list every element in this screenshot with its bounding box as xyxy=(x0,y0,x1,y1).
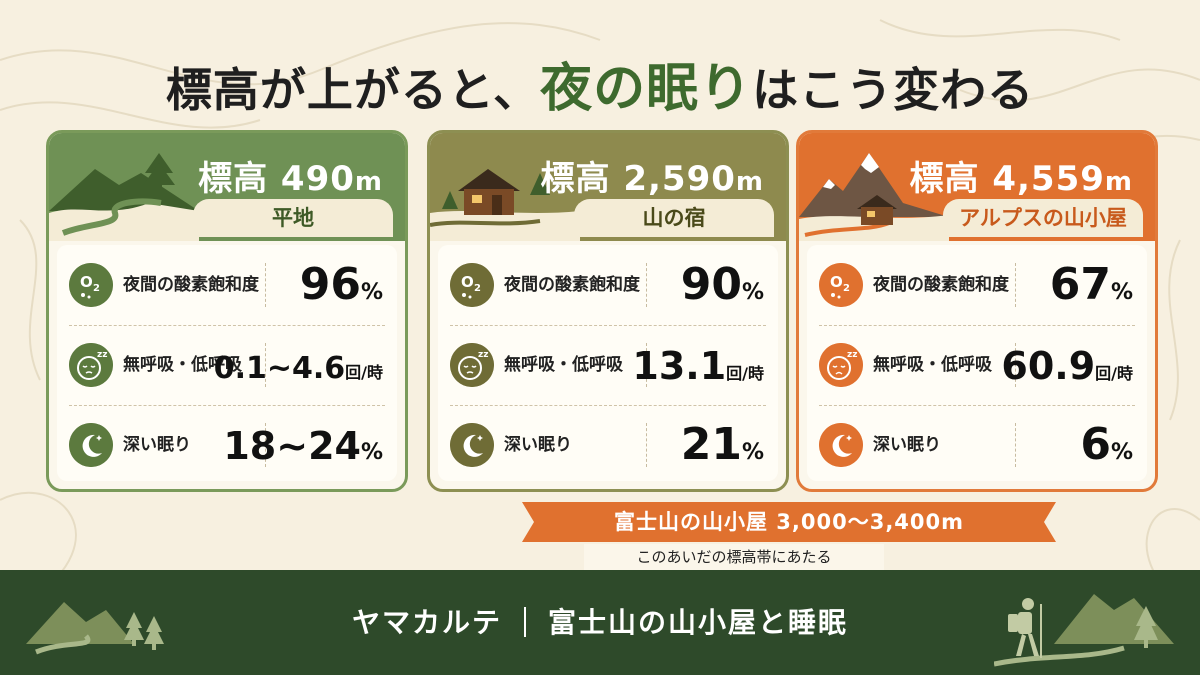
metric-label: 無呼吸・低呼吸 xyxy=(873,355,992,375)
metric-row-apnea: zz 無呼吸・低呼吸 13.1回/時 xyxy=(438,325,778,405)
divider xyxy=(646,263,647,307)
svg-text:O: O xyxy=(830,273,843,291)
metric-value: 90% xyxy=(680,259,764,310)
moon-icon xyxy=(69,423,113,467)
metric-value: 13.1回/時 xyxy=(632,344,764,388)
metric-row-deep-sleep: 深い眠り 6% xyxy=(807,405,1147,485)
svg-text:2: 2 xyxy=(93,283,100,294)
elevation-label: 標高 2,590m xyxy=(540,159,764,199)
metric-label: 無呼吸・低呼吸 xyxy=(504,355,623,375)
metric-label: 深い眠り xyxy=(123,435,191,455)
fuji-hut-banner: 富士山の山小屋 3,000～3,400m xyxy=(522,502,1056,542)
banner-text: 富士山の山小屋 3,000～3,400m xyxy=(613,510,965,534)
metric-value: 21% xyxy=(680,419,764,470)
svg-text:zz: zz xyxy=(97,350,107,360)
elevation-label: 標高 4,559m xyxy=(909,159,1133,199)
elevation-label: 標高 490m xyxy=(198,159,383,199)
card-header: 標高 490m 平地 xyxy=(49,133,405,241)
metric-value: 67% xyxy=(1049,259,1133,310)
metric-value: 0.1~4.6回/時 xyxy=(213,351,383,386)
footer-subtitle: 富士山の山小屋と睡眠 xyxy=(548,606,849,639)
mountain-hut-icon xyxy=(799,153,949,241)
divider xyxy=(1015,263,1016,307)
hill-trees-icon xyxy=(49,153,199,241)
metric-label: 無呼吸・低呼吸 xyxy=(123,355,242,375)
banner-note: このあいだの標高帯にあたる xyxy=(584,544,884,570)
svg-text:zz: zz xyxy=(847,350,857,360)
divider xyxy=(265,423,266,467)
svg-text:2: 2 xyxy=(474,283,481,294)
metric-label: 夜間の酸素飽和度 xyxy=(504,275,640,295)
metric-value: 18~24% xyxy=(223,424,383,468)
title-part1: 標高が上がると、 xyxy=(165,63,541,117)
page-title: 標高が上がると、夜の眠りはこう変わる xyxy=(0,46,1200,121)
metric-label: 深い眠り xyxy=(873,435,941,455)
svg-text:zz: zz xyxy=(478,350,488,360)
metric-value: 96% xyxy=(299,259,383,310)
moon-icon xyxy=(450,423,494,467)
moon-icon xyxy=(819,423,863,467)
sleeping-face-icon: zz xyxy=(450,343,494,387)
svg-text:2: 2 xyxy=(843,283,850,294)
metric-label: 夜間の酸素飽和度 xyxy=(873,275,1009,295)
metric-row-deep-sleep: 深い眠り 18~24% xyxy=(57,405,397,485)
svg-text:O: O xyxy=(461,273,474,291)
divider xyxy=(646,423,647,467)
brand-name: ヤマカルテ xyxy=(351,606,502,639)
divider xyxy=(265,263,266,307)
divider xyxy=(524,607,526,637)
divider xyxy=(1015,423,1016,467)
divider xyxy=(1015,343,1016,387)
svg-text:O: O xyxy=(80,273,93,291)
card-header: 標高 4,559m アルプスの山小屋 xyxy=(799,133,1155,241)
hiker-mountain-icon xyxy=(994,594,1174,667)
metric-row-apnea: zz 無呼吸・低呼吸 0.1~4.6回/時 xyxy=(57,325,397,405)
sleeping-face-icon: zz xyxy=(819,343,863,387)
sleeping-face-icon: zz xyxy=(69,343,113,387)
card-header: 標高 2,590m 山の宿 xyxy=(430,133,786,241)
metric-row-deep-sleep: 深い眠り 21% xyxy=(438,405,778,485)
divider xyxy=(646,343,647,387)
banner-ribbon xyxy=(522,502,1056,542)
title-part2: はこう変わる xyxy=(752,63,1035,117)
divider xyxy=(265,343,266,387)
location-label: 平地 xyxy=(193,199,393,237)
location-label: アルプスの山小屋 xyxy=(943,199,1143,237)
title-highlight: 夜の眠り xyxy=(540,59,753,119)
location-label: 山の宿 xyxy=(574,199,774,237)
mountain-trees-icon xyxy=(26,602,164,655)
metric-row-apnea: zz 無呼吸・低呼吸 60.9回/時 xyxy=(807,325,1147,405)
metric-label: 夜間の酸素飽和度 xyxy=(123,275,259,295)
footer-title: ヤマカルテ 富士山の山小屋と睡眠 xyxy=(0,570,1200,675)
footer: ヤマカルテ 富士山の山小屋と睡眠 xyxy=(0,570,1200,675)
cabin-icon xyxy=(430,169,580,241)
metric-value: 6% xyxy=(1080,419,1133,470)
metric-value: 60.9回/時 xyxy=(1001,344,1133,388)
metric-label: 深い眠り xyxy=(504,435,572,455)
